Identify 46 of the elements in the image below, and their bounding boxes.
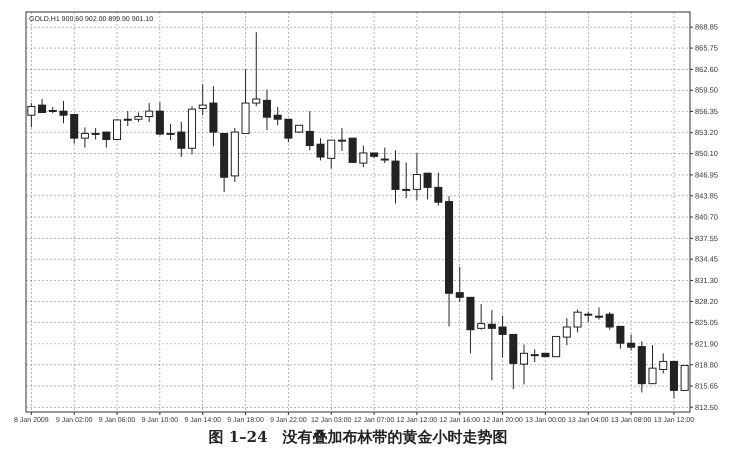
candlestick	[284, 118, 292, 143]
candlestick	[359, 145, 368, 168]
candlestick	[80, 126, 89, 148]
candlestick	[594, 306, 603, 320]
candlestick	[584, 310, 592, 323]
candlestick	[616, 326, 624, 350]
candlestick	[177, 121, 186, 158]
candlestick	[530, 348, 539, 363]
candlestick	[424, 172, 432, 200]
candlestick	[562, 318, 571, 346]
candlestick	[520, 344, 528, 385]
candlestick	[102, 132, 110, 148]
text: 图 1–24 没有叠加布林带的黄金小时走势图	[208, 428, 508, 446]
candlestick	[316, 138, 325, 161]
candlestick	[402, 162, 410, 199]
candlestick	[338, 128, 346, 152]
candlestick	[92, 128, 100, 140]
candlestick	[648, 344, 657, 384]
candlestick	[659, 352, 668, 374]
candlestick	[38, 98, 46, 114]
candlestick	[306, 110, 314, 151]
candlestick	[27, 102, 36, 128]
candlestick	[166, 123, 175, 141]
candlestick	[262, 89, 271, 131]
candlestick	[574, 308, 582, 333]
candlestick	[434, 172, 442, 206]
candlestick	[198, 84, 207, 116]
candlestick	[59, 100, 68, 124]
candlestick	[327, 140, 336, 169]
candlestick	[113, 118, 122, 140]
candlestick	[156, 102, 164, 136]
candlestick	[274, 106, 282, 126]
candlestick	[124, 110, 132, 126]
candlestick	[606, 312, 614, 330]
candlestick	[456, 266, 464, 303]
candlestick	[134, 112, 142, 122]
candlestick	[412, 152, 421, 201]
candlestick	[252, 32, 260, 107]
candlestick	[488, 310, 496, 381]
candlestick	[552, 336, 560, 358]
candlestick	[380, 147, 389, 164]
candlestick	[498, 315, 507, 358]
candlestick	[627, 334, 636, 352]
candlestick	[477, 304, 486, 330]
candlestick	[145, 102, 154, 122]
candlestick	[70, 114, 78, 144]
